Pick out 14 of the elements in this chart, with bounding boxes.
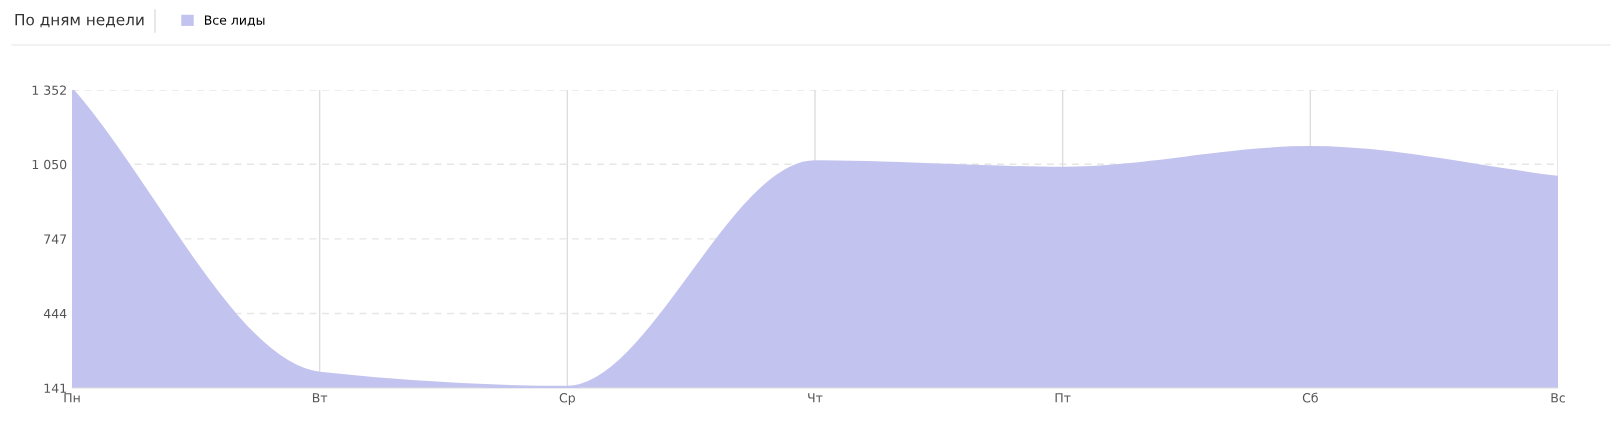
x-tick-label: Пн (64, 393, 80, 403)
y-tick-label: 444 (43, 309, 67, 319)
x-tick-label: Вс (1551, 393, 1565, 403)
y-tick-label: 1 352 (32, 85, 66, 95)
x-tick-label: Чт (808, 393, 823, 403)
x-tick-label: Ср (559, 393, 575, 405)
y-tick-label: 1 050 (32, 159, 67, 170)
x-tick-label: Пт (1055, 393, 1071, 403)
y-tick-label: 747 (44, 234, 67, 244)
legend-label: Все лиды (204, 15, 265, 27)
x-tick-label: Вт (312, 393, 328, 403)
chart-title: По дням недели (15, 14, 144, 28)
x-tick-label: Сб (1302, 392, 1318, 403)
y-tick-label: 141 (44, 383, 66, 393)
